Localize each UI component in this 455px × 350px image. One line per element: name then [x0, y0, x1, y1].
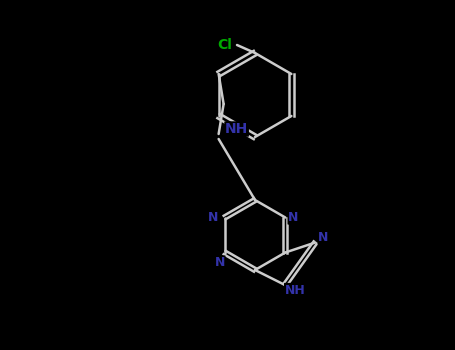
Text: N: N — [288, 211, 298, 224]
Text: N: N — [207, 211, 218, 224]
Text: NH: NH — [225, 122, 248, 136]
Text: Cl: Cl — [217, 38, 233, 52]
Text: NH: NH — [285, 284, 305, 296]
Text: N: N — [318, 231, 329, 244]
Text: N: N — [214, 256, 225, 269]
